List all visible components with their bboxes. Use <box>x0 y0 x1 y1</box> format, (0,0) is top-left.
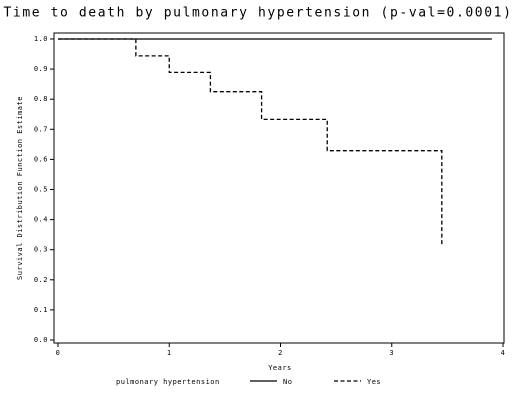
y-tick-label: 0.1 <box>34 306 48 314</box>
plot-frame <box>53 32 505 344</box>
survival-line <box>58 38 443 246</box>
legend-title: pulmonary hypertension <box>116 378 220 386</box>
legend-label: Yes <box>367 378 381 386</box>
y-tick-label: 0.7 <box>34 125 48 133</box>
x-axis-label: Years <box>268 364 292 372</box>
x-tick-label: 4 <box>501 349 506 357</box>
y-tick-label: 0.6 <box>34 155 48 163</box>
y-tick-label: 0.3 <box>34 246 48 254</box>
y-tick-label: 0.0 <box>34 336 48 344</box>
y-tick-label: 0.2 <box>34 276 48 284</box>
x-tick-label: 3 <box>389 349 394 357</box>
x-tick-label: 1 <box>167 349 172 357</box>
y-tick-label: 0.9 <box>34 65 48 73</box>
legend-label: No <box>283 378 292 386</box>
y-tick-label: 1.0 <box>34 35 48 43</box>
y-tick-label: 0.8 <box>34 95 48 103</box>
x-tick-label: 2 <box>278 349 283 357</box>
chart-title: Time to death by pulmonary hypertension … <box>3 6 512 21</box>
y-tick-label: 0.4 <box>34 216 48 224</box>
y-tick-label: 0.5 <box>34 186 48 194</box>
x-tick-label: 0 <box>56 349 61 357</box>
y-axis-label: Survival Distribution Function Estimate <box>16 96 24 280</box>
